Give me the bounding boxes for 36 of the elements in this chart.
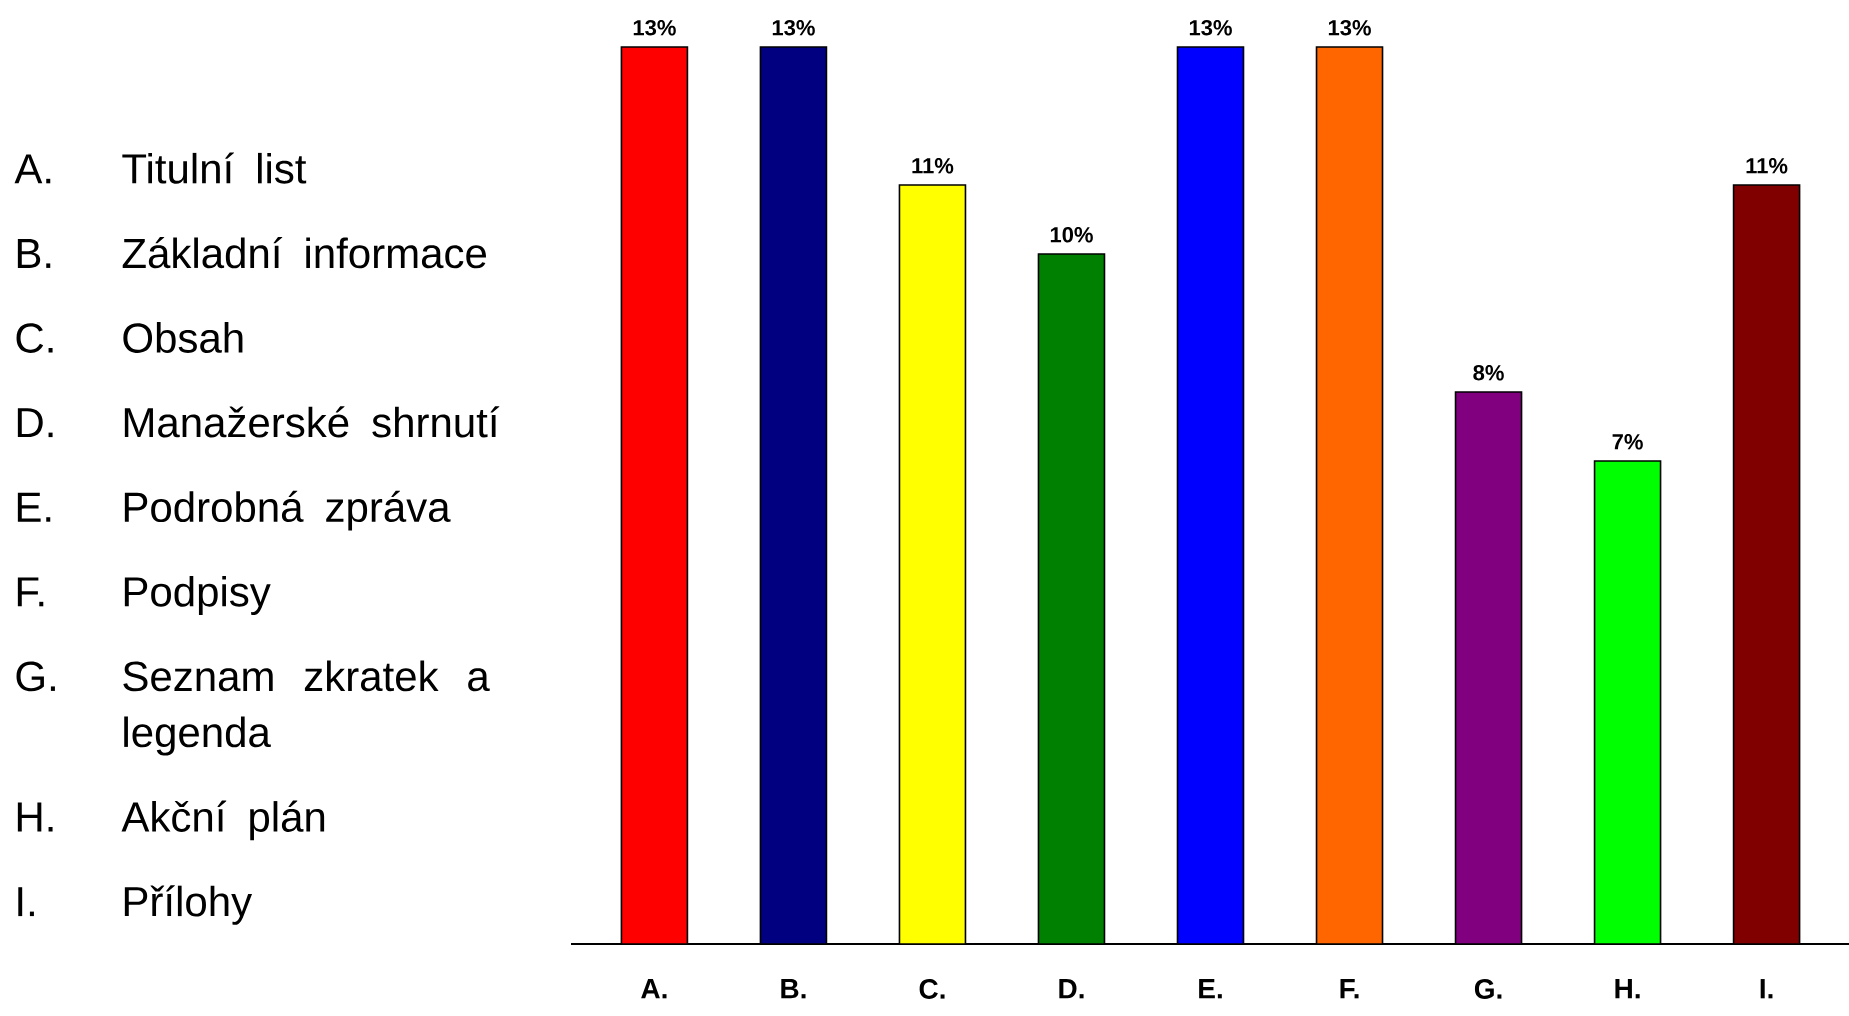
data-label: 11% — [912, 158, 954, 174]
text: Titulní list — [122, 152, 307, 184]
x-tick-label: I. — [1760, 979, 1773, 999]
data-label: 13% — [1328, 19, 1371, 36]
category-label: H. — [17, 802, 53, 832]
data-label: 11% — [1746, 158, 1788, 174]
x-tick-label: B. — [781, 979, 806, 999]
category-label: E. — [17, 492, 51, 522]
data-label: 13% — [633, 19, 676, 36]
data-label: 13% — [772, 19, 815, 36]
text: Podrobná zpráva — [124, 490, 451, 531]
category-label: C. — [16, 323, 53, 353]
text: Přílohy — [124, 885, 253, 925]
x-tick-label: F. — [1340, 979, 1359, 999]
text: Obsah — [123, 322, 243, 353]
x-tick-label: E. — [1199, 979, 1222, 999]
text: Základní informace — [122, 236, 486, 269]
x-tick-label: D. — [1059, 979, 1084, 999]
text: Manažerské shrnutí — [124, 406, 500, 438]
x-tick-label: H. — [1615, 979, 1640, 999]
text: Seznam zkratek a legenda — [123, 660, 490, 756]
category-label: I. — [18, 887, 34, 917]
data-label: 13% — [1189, 19, 1232, 36]
x-tick-label: C. — [919, 979, 945, 999]
data-label: 8% — [1473, 364, 1504, 381]
x-tick-label: G. — [1474, 979, 1502, 999]
data-label: 10% — [1050, 226, 1093, 243]
category-label: F. — [17, 577, 44, 607]
data-label: 7% — [1612, 434, 1643, 450]
x-tick-label: A. — [641, 979, 667, 999]
text: Podpisy — [124, 575, 271, 616]
category-label: G. — [16, 661, 55, 692]
category-label: B. — [17, 239, 51, 268]
text: Akční plán — [121, 800, 325, 841]
category-label: A. — [14, 154, 51, 184]
category-label: D. — [17, 408, 53, 438]
